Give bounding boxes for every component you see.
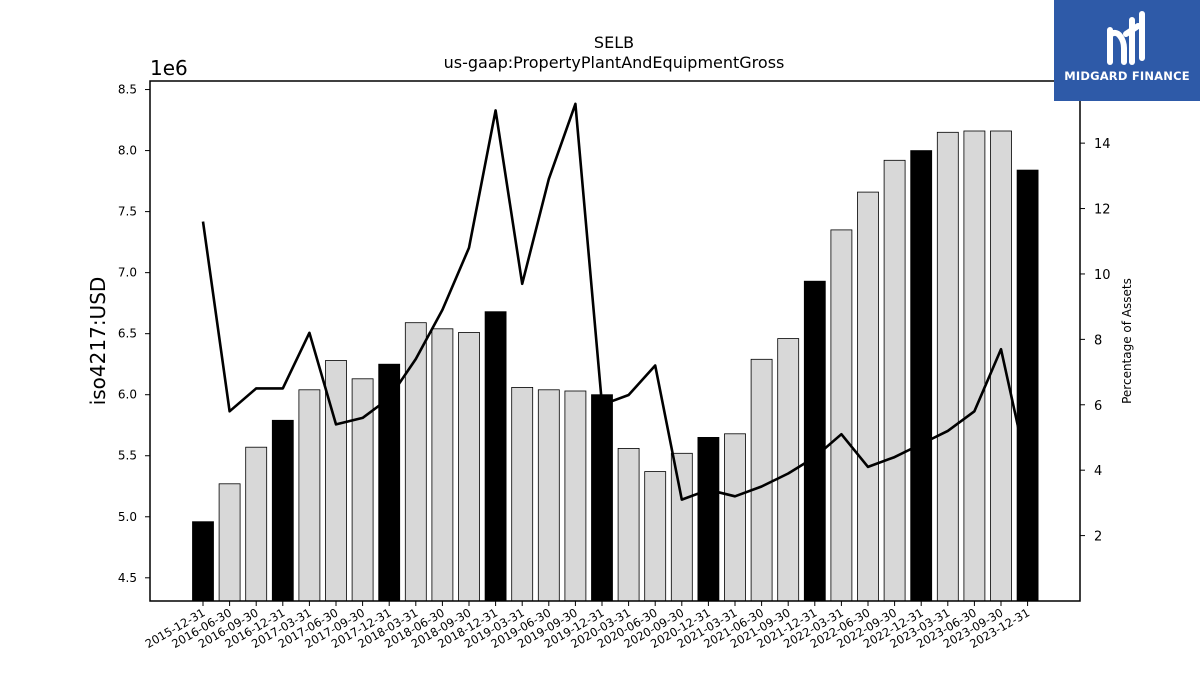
bar-2021-03-31 bbox=[724, 433, 746, 602]
bar-2022-03-31 bbox=[830, 229, 853, 602]
y-tick-label: 7.5 bbox=[118, 205, 137, 219]
y2-tick-label: 8 bbox=[1094, 333, 1102, 348]
y-tick-label: 6.0 bbox=[118, 388, 137, 402]
bar-2019-12-31 bbox=[591, 394, 613, 602]
y2-tick-label: 14 bbox=[1094, 137, 1111, 152]
bar-2016-12-31 bbox=[271, 419, 294, 602]
bar-2022-09-30 bbox=[883, 159, 906, 602]
bar-2020-03-31 bbox=[617, 447, 640, 602]
y-axis-label: iso4217:USD bbox=[86, 277, 110, 406]
bar-2016-06-30 bbox=[218, 483, 241, 602]
bar-series bbox=[192, 130, 1039, 602]
bar-2019-03-31 bbox=[511, 386, 534, 602]
chart-title: SELB bbox=[594, 33, 634, 52]
chart-subtitle: us-gaap:PropertyPlantAndEquipmentGross bbox=[444, 53, 785, 72]
y-tick-label: 7.0 bbox=[118, 266, 137, 280]
percentage-line-series bbox=[201, 102, 1029, 501]
y2-axis-label: Percentage of Assets bbox=[1120, 278, 1134, 404]
bar-2019-09-30 bbox=[564, 390, 587, 602]
midgard-finance-logo: MIDGARD FINANCE bbox=[1054, 0, 1200, 101]
plot-frame bbox=[149, 80, 1081, 602]
y-tick-label: 8.0 bbox=[118, 144, 137, 158]
x-axis: 2015-12-312016-06-302016-09-302016-12-31… bbox=[143, 601, 1032, 651]
bar-2017-03-31 bbox=[298, 389, 321, 602]
y-offset-label: 1e6 bbox=[150, 56, 188, 80]
logo-text: MIDGARD FINANCE bbox=[1064, 69, 1190, 83]
bar-2023-06-30 bbox=[963, 130, 986, 602]
bar-2019-06-30 bbox=[537, 389, 560, 602]
bar-2023-03-31 bbox=[936, 131, 959, 602]
y-tick-label: 5.5 bbox=[118, 449, 137, 463]
bar-2023-12-31 bbox=[1016, 169, 1039, 602]
percentage-line bbox=[201, 102, 1029, 501]
bar-2022-06-30 bbox=[857, 191, 879, 602]
bar-2020-09-30 bbox=[670, 452, 693, 602]
y-tick-label: 4.5 bbox=[118, 571, 137, 585]
y2-tick-label: 2 bbox=[1094, 530, 1102, 545]
y-axis: 4.5 5.0 5.5 6.0 6.5 7.0 7.5 8.0 8.5 bbox=[118, 83, 150, 585]
bar-2015-12-31 bbox=[192, 521, 214, 602]
y-tick-label: 8.5 bbox=[118, 83, 137, 97]
bar-2020-06-30 bbox=[644, 471, 667, 602]
y2-tick-label: 10 bbox=[1094, 268, 1111, 283]
bar-2022-12-31 bbox=[910, 150, 933, 602]
bar-2021-06-30 bbox=[750, 358, 773, 602]
bar-2018-03-31 bbox=[404, 322, 427, 602]
logo-mark-icon bbox=[1107, 11, 1145, 65]
y2-tick-label: 6 bbox=[1094, 399, 1102, 414]
bar-2018-06-30 bbox=[431, 328, 454, 602]
y2-tick-label: 4 bbox=[1094, 464, 1102, 479]
bar-2016-09-30 bbox=[245, 446, 268, 602]
bar-2018-09-30 bbox=[458, 332, 480, 602]
bar-2020-12-31 bbox=[697, 436, 720, 602]
y2-axis: 2 4 6 8 10 12 14 bbox=[1080, 137, 1111, 545]
y-tick-label: 6.5 bbox=[118, 327, 137, 341]
y-tick-label: 5.0 bbox=[118, 510, 137, 524]
y2-tick-label: 12 bbox=[1094, 203, 1111, 218]
bar-2018-12-31 bbox=[484, 311, 507, 602]
bar-2021-12-31 bbox=[803, 280, 826, 602]
